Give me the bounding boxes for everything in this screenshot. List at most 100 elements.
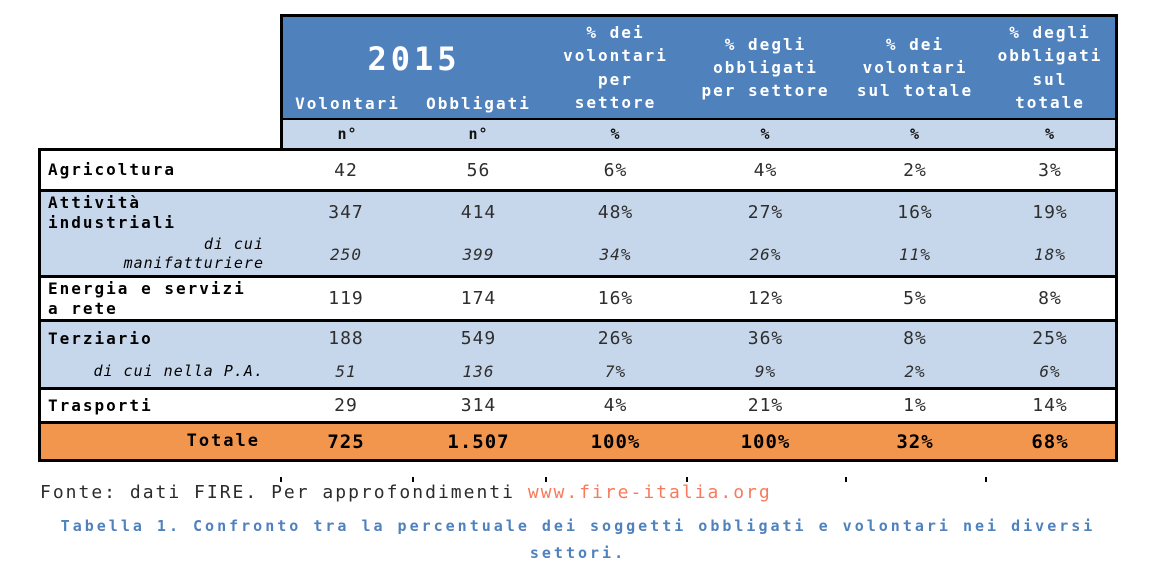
unit-cell: % [1044,125,1056,143]
column-tick [985,477,987,482]
cell-value: 5% [903,288,927,309]
unit-cell: % [909,125,921,143]
cell-value: 12% [747,288,784,309]
unit-row: n° n°%%%% [283,118,1115,148]
cell-value: 8% [1038,288,1062,309]
row-label: Trasporti [41,390,280,421]
column-header-pct-obbligati-settore: % degli obbligati per settore [701,34,830,101]
table-header: 2015 Volontari Obbligati % dei volontari… [280,14,1118,148]
cell-value: 549 [460,328,497,349]
row-label-line: industriali [48,212,176,232]
cell-value: 14% [1032,395,1068,416]
cell-value: 174 [460,288,497,309]
table-row: Attività industriali 347 414 48% 27% 16% 19% [41,189,1115,233]
cell-value: 250 [330,244,362,264]
row-label-line: a rete [48,298,118,318]
row-label-line: di cui [203,235,264,254]
cell-value: 1% [903,395,927,416]
cell-value: 25% [1032,328,1068,349]
table-caption: Tabella 1. Confronto tra la percentuale … [60,517,1096,562]
cell-value: 119 [328,288,364,309]
year-label: 2015 [367,39,461,78]
cell-value: 2% [903,159,927,181]
source-line: Fonte: dati FIRE. Per approfondimenti ww… [40,482,1120,503]
table-row: Energia e servizi a rete 119 174 16% 12% 5% 8% [41,275,1115,319]
column-tick [545,477,547,482]
row-label-line: Agricoltura [48,160,176,179]
cell-value: 2% [904,361,926,381]
row-label-line: Terziario [48,328,153,348]
unit-cell: % [610,125,621,143]
source-link[interactable]: www.fire-italia.org [527,482,772,503]
cell-value: 27% [747,202,784,223]
row-label: Totale [41,424,280,459]
cell-value: 11% [899,244,931,264]
row-label: Energia e servizi a rete [41,278,280,319]
cell-value: 48% [597,202,634,223]
cell-value: 26% [597,328,634,349]
cell-value: 7% [604,361,627,381]
column-tick [845,477,847,482]
column-tick [686,477,688,482]
cell-value: 399 [462,244,495,264]
column-header-pct-volontari-settore: % dei volontari per settore [563,23,668,112]
table-body: Agricoltura 42 56 6% 4% 2% 3% Attività industria… [38,148,1118,462]
table-header-top: 2015 Volontari Obbligati % dei volontari… [283,17,1115,118]
row-label-line: Attività [48,192,142,212]
row-label-line: di cui nella P.A. [93,361,264,380]
cell-value: 347 [328,202,364,223]
row-label: Attività industriali [41,192,280,233]
unit-cell: n° [337,125,358,143]
cell-value: 42 [334,159,358,181]
column-header-pct-obbligati-totale: % degli obbligati sul totale [997,23,1103,112]
cell-value: 36% [747,328,784,349]
row-label: di cui nella P.A. [41,355,280,387]
cell-value: 16% [897,202,933,223]
count-column-headers: Volontari Obbligati [283,94,545,118]
row-label: di cui manifatturiere [41,233,280,275]
table-row: di cui nella P.A. 51 136 7% 9% 2% 6% [41,355,1115,387]
cell-value: 100% [590,430,641,453]
column-header-volontari: Volontari [295,94,400,113]
cell-value: 4% [603,395,628,416]
row-label: Terziario [41,322,280,355]
cell-value: 188 [328,328,364,349]
unit-cell: % [760,125,771,143]
cell-value: 725 [327,430,365,453]
column-tick [412,477,414,482]
cell-value: 29 [334,395,358,416]
cell-value: 3% [1038,159,1062,181]
cell-value: 21% [747,395,784,416]
row-label-line: Energia e servizi [48,278,246,298]
cell-value: 314 [460,395,497,416]
cell-value: 8% [903,328,927,349]
cell-value: 56 [466,159,491,181]
cell-value: 6% [1039,361,1061,381]
table-row: Agricoltura 42 56 6% 4% 2% 3% [41,151,1115,189]
cell-value: 18% [1034,244,1066,264]
cell-value: 100% [740,430,791,453]
cell-value: 16% [597,288,634,309]
cell-value: 26% [749,244,782,264]
year-column-group: 2015 Volontari Obbligati [283,17,545,118]
table-row: Totale 725 1.507 100% 100% 32% 68% [41,421,1115,459]
source-text: Fonte: dati FIRE. Per approfondimenti [40,482,528,503]
cell-value: 51 [335,361,357,381]
cell-value: 32% [896,430,934,453]
cell-value: 9% [754,361,777,381]
row-label-line: Trasporti [48,395,153,415]
cell-value: 6% [603,159,628,181]
column-tick [280,477,282,482]
table-row: Trasporti 29 314 4% 21% 1% 14% [41,387,1115,421]
table-row: Terziario 188 549 26% 36% 8% 25% [41,319,1115,355]
cell-value: 19% [1032,202,1068,223]
cell-value: 136 [462,361,495,381]
cell-value: 1.507 [447,430,510,453]
cell-value: 4% [753,159,778,181]
row-label-line: Totale [186,430,260,451]
row-label-line: manifatturiere [123,254,264,272]
table-row: di cui manifatturiere 250 399 34% 26% 11% 18% [41,233,1115,275]
cell-value: 414 [460,202,497,223]
row-label: Agricoltura [41,151,280,189]
